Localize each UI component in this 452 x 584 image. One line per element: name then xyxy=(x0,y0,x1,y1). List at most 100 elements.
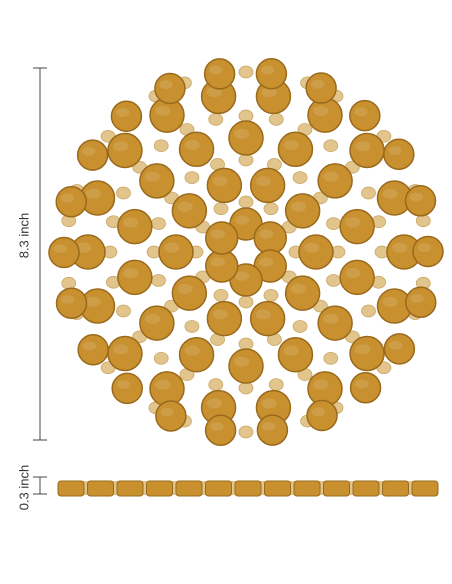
connector-bead xyxy=(326,274,341,287)
disc-highlight xyxy=(355,379,369,389)
side-disc xyxy=(382,480,409,497)
connector-bead xyxy=(323,351,339,365)
disc-highlight xyxy=(410,293,424,303)
side-disc xyxy=(234,480,262,497)
bamboo-disc-outer xyxy=(204,414,237,446)
connector-bead xyxy=(116,186,131,200)
connector-bead xyxy=(153,139,169,153)
connector-bead xyxy=(238,109,254,123)
connector-bead xyxy=(292,171,308,184)
disc-highlight xyxy=(323,313,339,324)
bamboo-disc-outer xyxy=(383,333,416,365)
disc-highlight xyxy=(61,294,75,304)
disc-highlight xyxy=(212,176,228,187)
bamboo-disc xyxy=(349,335,385,372)
connector-bead xyxy=(238,425,254,439)
bamboo-disc-outer xyxy=(48,236,80,269)
disc-highlight xyxy=(392,242,408,253)
connector-bead xyxy=(268,113,284,126)
disc-highlight xyxy=(382,188,398,199)
connector-bead xyxy=(361,186,376,200)
disc-highlight xyxy=(345,268,361,279)
connector-bead xyxy=(61,276,77,290)
disc-highlight xyxy=(313,379,329,390)
bamboo-disc-outer xyxy=(55,287,88,319)
disc-highlight xyxy=(234,215,250,225)
disc-highlight xyxy=(113,141,129,152)
bamboo-disc xyxy=(107,132,143,169)
bamboo-disc xyxy=(206,300,243,337)
bamboo-disc-outer xyxy=(256,414,289,446)
connector-bead xyxy=(238,65,254,79)
bamboo-disc-outer xyxy=(110,100,143,133)
disc-highlight xyxy=(209,65,223,75)
disc-highlight xyxy=(122,268,139,279)
thickness-dimension-line xyxy=(33,476,47,495)
bamboo-disc-outer xyxy=(154,72,186,105)
bamboo-disc-outer xyxy=(111,372,143,405)
connector-bead xyxy=(184,320,200,333)
connector-bead xyxy=(184,171,200,184)
connector-bead xyxy=(238,337,254,351)
bamboo-disc xyxy=(317,305,353,341)
disc-highlight xyxy=(60,193,75,203)
side-disc xyxy=(264,480,291,497)
disc-highlight xyxy=(184,139,200,151)
bamboo-disc xyxy=(298,234,334,270)
disc-highlight xyxy=(261,87,277,98)
bamboo-disc xyxy=(228,348,264,384)
disc-highlight xyxy=(283,345,299,356)
side-disc xyxy=(293,480,321,497)
connector-bead xyxy=(292,320,308,333)
bamboo-disc-outer xyxy=(405,286,437,318)
bamboo-discs xyxy=(48,58,444,446)
disc-highlight xyxy=(82,341,97,351)
side-disc xyxy=(175,480,203,497)
disc-highlight xyxy=(261,398,277,409)
disc-highlight xyxy=(206,398,222,409)
bamboo-disc xyxy=(117,208,153,245)
bamboo-disc xyxy=(253,221,287,255)
connector-bead xyxy=(263,288,279,302)
disc-highlight xyxy=(313,105,329,117)
connector-bead xyxy=(238,381,254,395)
disc-highlight xyxy=(144,313,161,324)
bamboo-disc xyxy=(349,132,385,169)
bamboo-disc xyxy=(178,336,215,373)
bamboo-disc xyxy=(139,163,175,199)
bamboo-disc xyxy=(284,193,321,229)
bamboo-disc-outer xyxy=(404,185,437,217)
connector-bead xyxy=(415,214,431,228)
side-disc xyxy=(323,480,350,497)
disc-highlight xyxy=(354,107,368,117)
disc-highlight xyxy=(159,80,173,90)
disc-highlight xyxy=(234,271,250,281)
disc-highlight xyxy=(304,242,320,253)
connector-bead xyxy=(208,378,224,391)
bamboo-disc-outer xyxy=(412,235,444,268)
disc-highlight xyxy=(210,257,225,267)
bamboo-disc xyxy=(317,163,353,199)
connector-bead xyxy=(238,153,254,167)
bamboo-disc-outer xyxy=(305,72,337,104)
thickness-label: 0.3 inch xyxy=(16,464,32,511)
disc-highlight xyxy=(355,141,371,152)
connector-bead xyxy=(213,288,229,302)
disc-highlight xyxy=(184,345,200,356)
disc-highlight xyxy=(290,201,307,212)
bamboo-disc xyxy=(171,275,208,311)
side-disc xyxy=(116,480,144,497)
side-disc xyxy=(411,480,439,497)
side-disc xyxy=(352,480,380,497)
bamboo-disc-outer xyxy=(349,99,381,132)
connector-bead xyxy=(238,295,254,309)
disc-highlight xyxy=(388,146,402,156)
disc-highlight xyxy=(53,244,68,254)
disc-highlight xyxy=(310,79,325,89)
bamboo-disc-outer xyxy=(55,186,87,218)
disc-highlight xyxy=(259,257,274,267)
disc-highlight xyxy=(388,340,403,350)
bamboo-disc xyxy=(178,131,215,168)
